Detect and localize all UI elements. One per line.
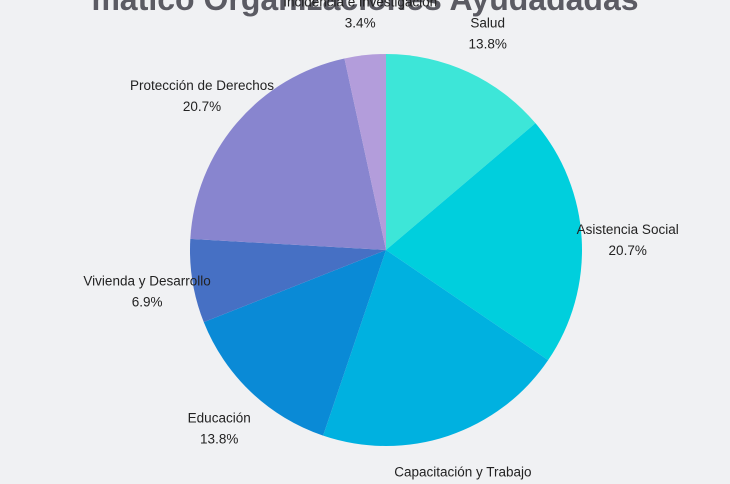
slice-label: Incidencia e investigación xyxy=(283,0,437,9)
slice-label: Salud xyxy=(470,15,505,30)
slice-label: Protección de Derechos xyxy=(130,78,274,93)
pie-slice[interactable] xyxy=(190,58,386,251)
pie-slice[interactable] xyxy=(203,250,386,436)
slice-percentage: 6.9% xyxy=(132,295,163,310)
slice-percentage: 20.7% xyxy=(183,99,221,114)
pie-slice[interactable] xyxy=(189,238,386,323)
slice-label: Capacitación y Trabajo xyxy=(394,464,531,479)
pie-labels: Salud 13.8% Asistencia Social 20.7% Capacita… xyxy=(83,0,679,479)
pie-slice[interactable] xyxy=(344,54,386,250)
slice-label: Asistencia Social xyxy=(577,222,679,237)
slice-percentage: 20.7% xyxy=(609,243,647,258)
slice-percentage: 13.8% xyxy=(200,431,238,446)
pie-slice[interactable] xyxy=(386,54,536,250)
pie-slice[interactable] xyxy=(386,123,583,361)
pie-slice[interactable] xyxy=(323,250,549,446)
pie-slices xyxy=(189,54,583,446)
chart-title: mático Organizaciones Ayudadadas xyxy=(91,0,638,17)
slice-percentage: 3.4% xyxy=(345,15,376,30)
slice-percentage: 13.8% xyxy=(469,36,507,51)
slice-label: Vivienda y Desarrollo xyxy=(83,274,210,289)
slice-label: Educación xyxy=(188,410,251,425)
